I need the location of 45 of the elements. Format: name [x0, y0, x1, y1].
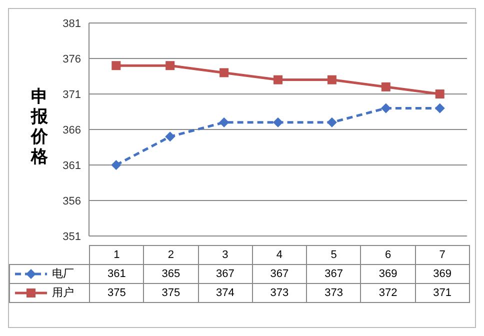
- point: [166, 61, 175, 70]
- point: [434, 103, 445, 114]
- x-tick-label: 4: [252, 246, 307, 264]
- x-tick-label: 6: [360, 246, 416, 264]
- legend-label: 用户: [52, 286, 74, 300]
- point: [273, 117, 283, 128]
- point: [112, 61, 121, 70]
- point: [381, 82, 390, 92]
- data-label: 361: [90, 264, 144, 284]
- data-label: 365: [144, 264, 198, 284]
- data-label: 369: [360, 264, 416, 284]
- data-label: 367: [306, 264, 361, 284]
- x-tick-label: 3: [198, 246, 252, 264]
- y-tick-label: 381: [62, 18, 81, 30]
- point: [165, 132, 176, 142]
- point: [219, 117, 230, 128]
- point: [327, 75, 336, 84]
- data-label: 375: [144, 284, 198, 302]
- point: [380, 103, 391, 114]
- data-label: 369: [415, 264, 470, 284]
- data-label: 373: [252, 284, 307, 302]
- data-label: 373: [306, 284, 361, 302]
- point: [274, 75, 282, 84]
- x-tick-label: 1: [90, 246, 144, 264]
- x-tick-label: 7: [415, 246, 470, 264]
- point: [220, 68, 229, 78]
- y-tick-label: 356: [62, 195, 81, 208]
- y-axis-title: 申报价格: [31, 87, 48, 167]
- point: [111, 160, 122, 170]
- data-label: 367: [252, 264, 307, 284]
- y-tick-label: 351: [62, 230, 81, 243]
- legend-label: 电厂: [52, 267, 74, 282]
- data-label: 367: [198, 264, 252, 284]
- y-tick-label: 371: [62, 88, 81, 101]
- point: [326, 117, 337, 128]
- data-label: 371: [415, 284, 470, 302]
- y-tick-label: 366: [62, 124, 81, 136]
- y-tick-label: 376: [62, 53, 81, 66]
- data-label: 375: [90, 284, 144, 302]
- point: [435, 90, 444, 98]
- x-tick-label: 2: [144, 246, 198, 264]
- x-tick-label: 5: [306, 246, 361, 264]
- y-tick-label: 361: [62, 160, 81, 172]
- data-label: 372: [360, 284, 416, 302]
- data-label: 374: [198, 284, 252, 302]
